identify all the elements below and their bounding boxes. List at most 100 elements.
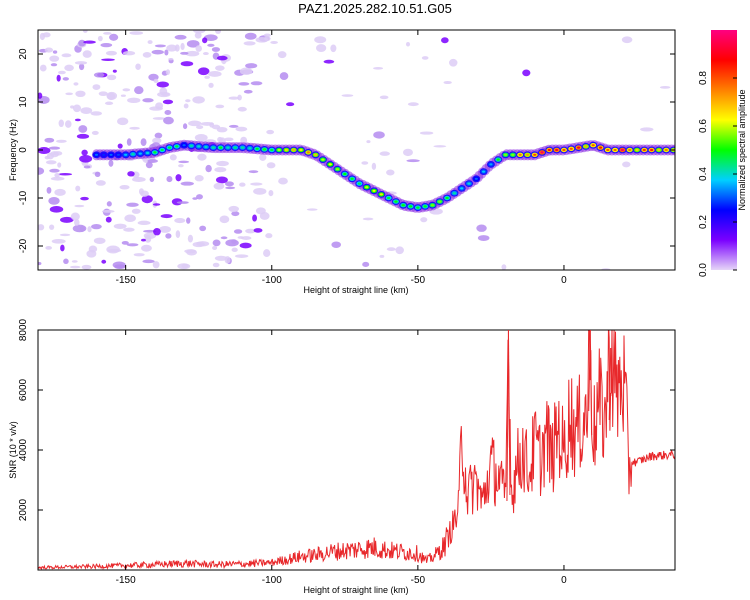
ridge-peak xyxy=(496,158,500,161)
noise-speck xyxy=(174,218,186,224)
noise-speck xyxy=(117,117,129,126)
ridge-peak xyxy=(160,148,164,152)
noise-speck xyxy=(153,78,159,84)
noise-speck xyxy=(243,89,253,94)
noise-speck xyxy=(57,162,62,168)
x-tick-label: -150 xyxy=(116,575,136,586)
spectrogram-noise xyxy=(38,30,671,270)
noise-speck xyxy=(204,75,210,79)
noise-speck xyxy=(104,101,114,106)
ridge-peak xyxy=(189,144,194,147)
ridge-peak xyxy=(416,206,420,209)
noise-speck xyxy=(240,136,248,145)
noise-speck xyxy=(259,153,267,161)
x-tick-label: 0 xyxy=(561,575,567,586)
ridge-peak xyxy=(219,146,223,149)
noise-speck xyxy=(133,253,145,257)
noise-speck xyxy=(58,70,66,75)
noise-speck xyxy=(200,122,214,126)
noise-speck xyxy=(72,104,81,113)
noise-speck xyxy=(266,162,276,169)
snr-x-label: Height of straight line (km) xyxy=(303,585,408,595)
ridge-peak xyxy=(292,148,296,152)
ridge-peak xyxy=(357,182,362,185)
ridge-peak xyxy=(547,148,551,152)
noise-speck xyxy=(162,99,174,105)
noise-speck xyxy=(127,97,141,104)
noise-speck xyxy=(237,106,247,112)
y-tick-label: -10 xyxy=(18,190,29,205)
ridge-peak xyxy=(664,148,668,152)
ridge-peak xyxy=(394,200,398,203)
noise-speck xyxy=(235,126,248,132)
noise-speck xyxy=(386,169,395,176)
noise-speck xyxy=(203,34,218,41)
noise-speck xyxy=(121,241,129,245)
noise-speck xyxy=(420,217,428,223)
noise-speck xyxy=(106,91,118,100)
ridge-peak xyxy=(401,204,405,207)
ridge-peak xyxy=(460,187,464,190)
noise-speck xyxy=(101,259,107,264)
y-tick-label: 8000 xyxy=(18,318,29,341)
ridge-peak xyxy=(423,205,427,208)
colorbar-label: Normalized spectral amplitude xyxy=(737,89,747,210)
noise-speck xyxy=(166,176,173,183)
noise-speck xyxy=(131,177,146,183)
ridge-peak xyxy=(350,177,354,180)
ridge-peak xyxy=(584,145,588,148)
colorbar-tick-label: 0.2 xyxy=(698,215,709,229)
noise-speck xyxy=(87,226,92,233)
noise-speck xyxy=(194,134,208,142)
ridge-peak xyxy=(379,193,383,196)
noise-speck xyxy=(163,116,174,125)
noise-speck xyxy=(197,67,210,76)
ridge-peak xyxy=(240,146,245,149)
noise-speck xyxy=(178,164,184,168)
ridge-peak xyxy=(613,148,617,152)
noise-speck xyxy=(78,39,86,47)
noise-speck xyxy=(178,160,190,164)
spectrogram-ridge xyxy=(91,139,675,213)
noise-speck xyxy=(38,92,43,99)
noise-speck xyxy=(145,161,153,169)
noise-speck xyxy=(38,147,51,155)
noise-speck xyxy=(137,220,151,226)
noise-speck xyxy=(196,194,203,200)
noise-speck xyxy=(622,161,631,168)
noise-speck xyxy=(126,243,139,247)
noise-speck xyxy=(56,139,67,143)
noise-speck xyxy=(49,224,55,230)
noise-speck xyxy=(61,53,72,58)
noise-speck xyxy=(151,49,164,55)
noise-speck xyxy=(186,249,198,256)
noise-speck xyxy=(58,119,64,128)
chart-title: PAZ1.2025.282.10.51.G05 xyxy=(298,1,452,16)
noise-speck xyxy=(192,96,205,104)
noise-speck xyxy=(250,81,263,86)
noise-speck xyxy=(81,149,88,156)
noise-speck xyxy=(101,209,115,213)
noise-speck xyxy=(129,31,144,35)
noise-speck xyxy=(407,102,419,107)
ridge-peak xyxy=(343,172,347,176)
noise-speck xyxy=(213,182,225,190)
noise-speck xyxy=(119,184,130,190)
noise-speck xyxy=(215,104,225,109)
noise-speck xyxy=(185,99,191,103)
y-tick-label: 10 xyxy=(18,96,29,108)
noise-speck xyxy=(443,80,452,85)
noise-speck xyxy=(82,50,92,58)
noise-speck xyxy=(79,154,93,163)
noise-speck xyxy=(38,224,45,231)
ridge-peak xyxy=(489,163,493,166)
noise-speck xyxy=(143,232,157,239)
noise-speck xyxy=(441,37,449,44)
ridge-peak xyxy=(562,148,566,152)
noise-speck xyxy=(46,152,54,160)
x-tick-label: -100 xyxy=(262,575,282,586)
ridge-peak xyxy=(474,177,478,180)
x-tick-label: -150 xyxy=(116,275,136,286)
noise-speck xyxy=(405,41,411,47)
noise-speck xyxy=(105,216,112,223)
